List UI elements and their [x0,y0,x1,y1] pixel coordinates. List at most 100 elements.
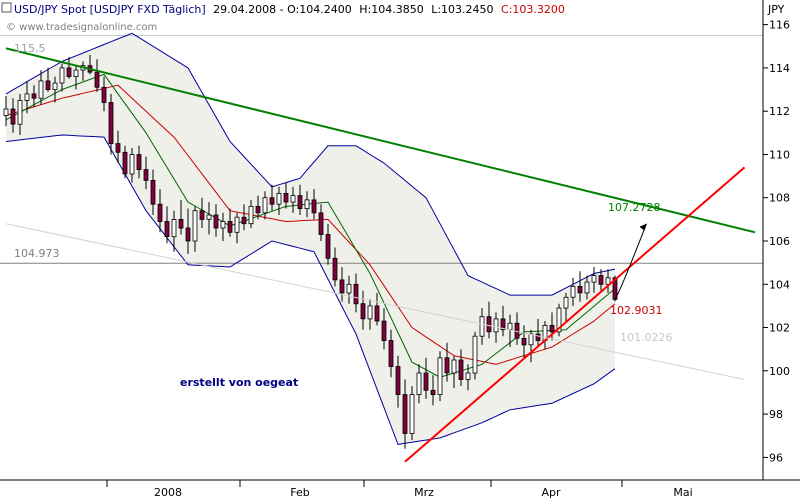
candle-body-8 [59,67,65,84]
candle-body-50 [353,283,359,305]
bollinger-band-fill [6,33,615,445]
trend-line-grey [5,223,745,380]
candle-body-66 [465,372,471,380]
x-tick-label-0: 2008 [154,486,182,499]
candle-body-4 [31,93,37,99]
candle-body-74 [521,337,527,346]
candle-body-19 [136,154,142,171]
candle-body-53 [374,305,380,322]
y-tick-label-102: 102 [769,322,790,335]
candle-body-14 [101,87,107,103]
level-label-115-5: 115.5 [14,42,46,55]
candle-body-63 [444,357,450,374]
candle-body-83 [584,281,590,294]
axis-unit: JPY [767,3,785,16]
y-tick-label-100: 100 [769,365,790,378]
candle-body-76 [535,333,541,341]
candle-body-55 [388,340,394,367]
candle-body-37 [262,197,268,214]
trend-line-green [5,47,756,234]
candle-body-64 [451,359,457,374]
candle-body-26 [185,227,191,242]
candle-body-40 [283,192,289,203]
x-tick-label-4: Mai [673,486,692,499]
trend-line-red [404,166,746,463]
header-icon [1,2,12,13]
candle-body-13 [94,71,100,88]
y-tick-label-112: 112 [769,105,790,118]
candle-body-10 [73,69,79,77]
header-low: L:103.2450 [431,3,493,16]
price-label-101-0226: 101.0226 [620,331,673,344]
y-tick-label-108: 108 [769,192,790,205]
candle-body-86 [605,277,611,285]
candle-body-31 [220,221,226,229]
candle-body-70 [493,318,499,333]
header-sep: - [280,3,287,16]
candle-body-0 [3,108,9,116]
candle-body-41 [290,195,296,203]
candle-body-39 [276,192,282,205]
price-label-102-9031: 102.9031 [610,304,663,317]
candle-body-57 [402,394,408,434]
forecast-arrow-head [639,223,647,231]
candle-body-16 [115,143,121,153]
bollinger-upper-line [5,32,616,296]
candle-body-79 [556,307,562,333]
candle-body-65 [458,359,464,380]
candle-body-21 [150,179,156,205]
header-close: C:103.3200 [501,3,565,16]
y-axis: 96 98 100 102 104 106 108 110 112 114 116 [763,19,790,464]
price-label-107-2728: 107.2728 [608,201,661,214]
candle-body-75 [528,333,534,346]
indicator-lines-group [5,32,616,445]
x-tick-label-2: Mrz [414,486,434,499]
candle-body-5 [38,80,44,99]
candle-body-47 [332,257,338,281]
author-annotation: erstellt von oegeat [180,376,298,389]
candle-body-25 [178,218,184,229]
candle-body-81 [570,285,576,298]
candle-body-48 [339,279,345,294]
level-label-104-973: 104.973 [14,247,60,260]
candle-body-54 [381,320,387,342]
candle-body-3 [24,93,30,101]
candle-body-9 [66,67,72,78]
candle-body-71 [500,318,506,331]
candle-body-1 [10,108,16,125]
candle-body-2 [17,100,23,125]
trend-lines-group [5,47,756,463]
x-tick-label-3: Apr [541,486,561,499]
candle-body-42 [297,195,303,210]
candle-body-43 [304,199,310,209]
header: USD/JPY Spot [USDJPY FXD Täglich] 29.04.… [14,3,565,16]
y-tick-label-104: 104 [769,278,790,291]
candle-body-20 [143,169,149,181]
candle-body-38 [269,197,275,205]
y-tick-label-110: 110 [769,149,790,162]
candle-body-36 [255,205,261,214]
source-watermark: © www.tradesignalonline.com [6,22,157,33]
candle-body-80 [563,296,569,309]
candle-body-78 [549,324,555,333]
x-axis: 2008 Feb Mrz Apr Mai [106,480,693,499]
candle-body-45 [318,212,324,235]
candle-body-29 [206,214,212,220]
candle-body-35 [248,205,254,225]
candle-body-6 [45,80,51,91]
header-title: USD/JPY Spot [USDJPY FXD Täglich] [14,3,206,16]
y-tick-label-96: 96 [769,451,783,464]
candle-body-23 [164,221,170,238]
candle-body-28 [199,210,205,220]
candle-body-58 [409,394,415,434]
candle-body-52 [367,305,373,320]
header-open: O:104.2400 [287,3,352,16]
candle-body-67 [472,335,478,374]
candle-body-33 [234,216,240,233]
x-tick-label-1: Feb [290,486,309,499]
candle-body-24 [171,218,177,238]
candle-body-15 [108,102,114,144]
moving-average-fast-line [5,73,616,378]
bollinger-band-group [6,33,615,445]
